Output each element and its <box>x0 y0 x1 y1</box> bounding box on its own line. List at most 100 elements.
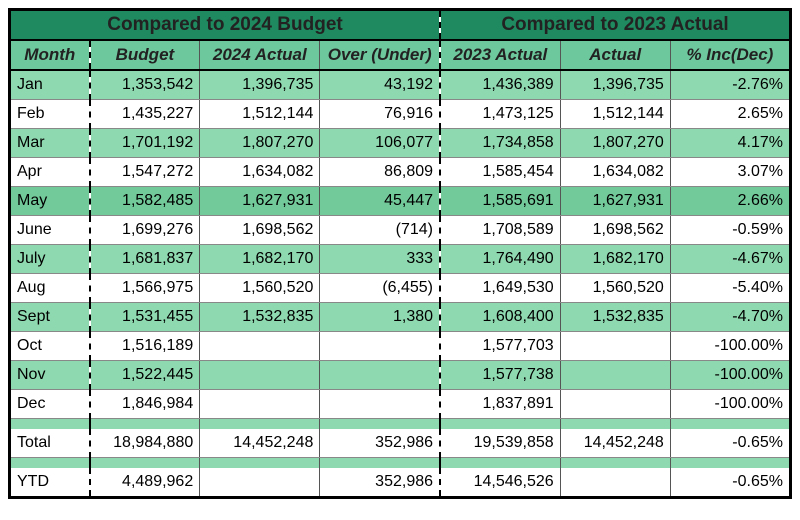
cell-2023-actual: 1,577,738 <box>440 361 560 390</box>
table-row: Dec1,846,9841,837,891-100.00% <box>10 390 791 419</box>
header-left-group: Compared to 2024 Budget <box>10 10 441 41</box>
cell-month: Dec <box>10 390 90 419</box>
cell-budget: 1,566,975 <box>90 274 200 303</box>
header-right-group: Compared to 2023 Actual <box>440 10 790 41</box>
cell-month: July <box>10 245 90 274</box>
cell-2023-actual: 1,436,389 <box>440 70 560 100</box>
cell-actual <box>560 468 670 498</box>
cell-pct: -4.70% <box>670 303 790 332</box>
cell-2024-actual <box>200 332 320 361</box>
budget-comparison-table: Compared to 2024 Budget Compared to 2023… <box>8 8 792 499</box>
cell-label: Total <box>10 429 90 458</box>
cell-2024-actual <box>200 390 320 419</box>
cell-actual: 1,627,931 <box>560 187 670 216</box>
cell-over-under: 352,986 <box>320 429 440 458</box>
header-group-row: Compared to 2024 Budget Compared to 2023… <box>10 10 791 41</box>
cell-2024-actual <box>200 361 320 390</box>
col-actual: Actual <box>560 40 670 70</box>
cell-2023-actual: 1,608,400 <box>440 303 560 332</box>
cell-month: Feb <box>10 100 90 129</box>
cell-actual <box>560 361 670 390</box>
cell-pct: 4.17% <box>670 129 790 158</box>
col-budget: Budget <box>90 40 200 70</box>
cell-pct: -100.00% <box>670 332 790 361</box>
cell-2024-actual: 1,682,170 <box>200 245 320 274</box>
cell-over-under: 86,809 <box>320 158 440 187</box>
cell-2024-actual: 1,532,835 <box>200 303 320 332</box>
cell-over-under: 352,986 <box>320 468 440 498</box>
cell-2023-actual: 1,585,691 <box>440 187 560 216</box>
cell-actual: 1,682,170 <box>560 245 670 274</box>
cell-2024-actual: 14,452,248 <box>200 429 320 458</box>
cell-actual <box>560 332 670 361</box>
cell-2024-actual: 1,807,270 <box>200 129 320 158</box>
cell-pct: 3.07% <box>670 158 790 187</box>
cell-budget: 1,516,189 <box>90 332 200 361</box>
cell-pct: 2.66% <box>670 187 790 216</box>
cell-2023-actual: 1,585,454 <box>440 158 560 187</box>
cell-2023-actual: 1,734,858 <box>440 129 560 158</box>
cell-2024-actual: 1,634,082 <box>200 158 320 187</box>
cell-actual: 1,698,562 <box>560 216 670 245</box>
cell-pct: -0.59% <box>670 216 790 245</box>
cell-budget: 1,701,192 <box>90 129 200 158</box>
cell-2023-actual: 1,649,530 <box>440 274 560 303</box>
col-pct: % Inc(Dec) <box>670 40 790 70</box>
cell-over-under <box>320 390 440 419</box>
cell-over-under: 43,192 <box>320 70 440 100</box>
cell-pct: -2.76% <box>670 70 790 100</box>
cell-actual: 1,634,082 <box>560 158 670 187</box>
table-row: Apr1,547,2721,634,08286,8091,585,4541,63… <box>10 158 791 187</box>
table-row: Aug1,566,9751,560,520(6,455)1,649,5301,5… <box>10 274 791 303</box>
cell-budget: 1,522,445 <box>90 361 200 390</box>
cell-over-under: 106,077 <box>320 129 440 158</box>
cell-2023-actual: 1,837,891 <box>440 390 560 419</box>
table-row: Jan1,353,5421,396,73543,1921,436,3891,39… <box>10 70 791 100</box>
cell-over-under: (6,455) <box>320 274 440 303</box>
table-row: Feb1,435,2271,512,14476,9161,473,1251,51… <box>10 100 791 129</box>
cell-2024-actual <box>200 468 320 498</box>
cell-pct: -4.67% <box>670 245 790 274</box>
table-row: Mar1,701,1921,807,270106,0771,734,8581,8… <box>10 129 791 158</box>
cell-2023-actual: 1,708,589 <box>440 216 560 245</box>
cell-budget: 1,353,542 <box>90 70 200 100</box>
cell-2024-actual: 1,698,562 <box>200 216 320 245</box>
cell-2023-actual: 1,577,703 <box>440 332 560 361</box>
ytd-row: YTD4,489,962352,98614,546,526-0.65% <box>10 468 791 498</box>
cell-over-under: 333 <box>320 245 440 274</box>
cell-month: Oct <box>10 332 90 361</box>
cell-pct: -0.65% <box>670 429 790 458</box>
cell-over-under: 45,447 <box>320 187 440 216</box>
cell-actual: 1,396,735 <box>560 70 670 100</box>
cell-pct: 2.65% <box>670 100 790 129</box>
cell-over-under: 1,380 <box>320 303 440 332</box>
cell-month: Apr <box>10 158 90 187</box>
table-row: Oct1,516,189 1,577,703 -100.00% <box>10 332 791 361</box>
cell-budget: 1,582,485 <box>90 187 200 216</box>
cell-2024-actual: 1,512,144 <box>200 100 320 129</box>
spacer-row <box>10 419 791 430</box>
table-row: June1,699,2761,698,562(714)1,708,5891,69… <box>10 216 791 245</box>
cell-actual: 14,452,248 <box>560 429 670 458</box>
col-over-under: Over (Under) <box>320 40 440 70</box>
cell-budget: 1,531,455 <box>90 303 200 332</box>
table-row: May1,582,4851,627,93145,4471,585,6911,62… <box>10 187 791 216</box>
cell-month: Mar <box>10 129 90 158</box>
cell-month: May <box>10 187 90 216</box>
cell-pct: -100.00% <box>670 361 790 390</box>
table-body: Jan1,353,5421,396,73543,1921,436,3891,39… <box>10 70 791 498</box>
cell-month: June <box>10 216 90 245</box>
cell-budget: 18,984,880 <box>90 429 200 458</box>
cell-2023-actual: 14,546,526 <box>440 468 560 498</box>
col-month: Month <box>10 40 90 70</box>
cell-2024-actual: 1,396,735 <box>200 70 320 100</box>
cell-over-under <box>320 361 440 390</box>
cell-2023-actual: 1,764,490 <box>440 245 560 274</box>
cell-actual: 1,807,270 <box>560 129 670 158</box>
table-row: Nov1,522,4451,577,738-100.00% <box>10 361 791 390</box>
cell-budget: 1,846,984 <box>90 390 200 419</box>
table-row: Sept1,531,4551,532,8351,3801,608,4001,53… <box>10 303 791 332</box>
cell-month: Sept <box>10 303 90 332</box>
total-row: Total18,984,88014,452,248352,98619,539,8… <box>10 429 791 458</box>
cell-2024-actual: 1,560,520 <box>200 274 320 303</box>
